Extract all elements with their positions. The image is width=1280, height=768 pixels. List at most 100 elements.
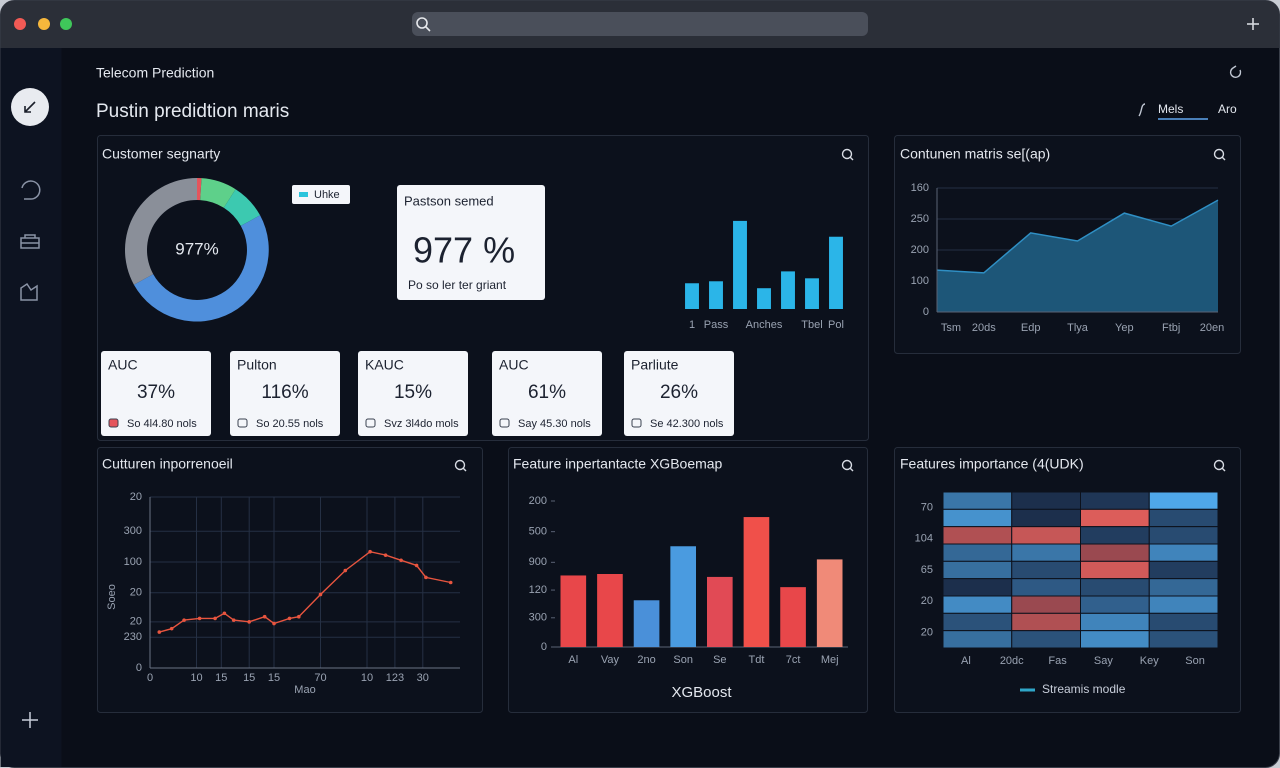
bar: [706, 576, 733, 647]
panel-search-icon[interactable]: [841, 459, 854, 472]
donut-segment: [133, 215, 269, 322]
line-point: [231, 618, 236, 622]
heatmap-cell: [1080, 491, 1150, 510]
line-point: [448, 580, 453, 585]
legend-swatch: [299, 192, 308, 197]
x-tick-label: 2no: [637, 654, 655, 666]
kpi-card: [101, 351, 211, 436]
heatmap-cell: [1148, 630, 1219, 649]
line-point: [157, 630, 162, 634]
highlight-note: Po so ler ter griant: [408, 278, 507, 292]
bar: [816, 559, 843, 647]
x-tick-label: Yep: [1115, 322, 1134, 334]
legend-label: Uhke: [314, 189, 340, 201]
add-button[interactable]: [22, 712, 38, 728]
y-tick-label: 0: [541, 641, 547, 653]
y-tick-label: 100: [911, 275, 929, 287]
x-tick-label: Tdt: [748, 654, 764, 666]
heatmap-cell: [1080, 560, 1150, 580]
heatmap-cell: [1080, 508, 1150, 528]
search-icon: [416, 17, 431, 32]
bar: [670, 546, 697, 647]
x-axis-label: XGBoost: [671, 684, 732, 701]
x-tick-label: 20ds: [972, 322, 996, 334]
maximize-button[interactable]: [60, 18, 72, 30]
x-tick-label: 123: [386, 672, 404, 684]
heatmap-cell: [942, 630, 1013, 649]
heatmap-cell: [1148, 491, 1219, 510]
x-tick-label: 15: [215, 672, 227, 684]
panel-search-icon[interactable]: [454, 459, 467, 472]
kpi-note: Say 45.30 nols: [518, 418, 591, 430]
kpi-card: [492, 351, 602, 436]
heatmap-cell: [1011, 491, 1081, 510]
bar: [780, 587, 806, 647]
panel-search-icon[interactable]: [1213, 459, 1226, 472]
kpi-card: [358, 351, 468, 436]
line-point: [262, 614, 267, 619]
panel-title: Cutturen inporrenoeil: [102, 456, 233, 472]
heatmap-cell: [1011, 508, 1081, 528]
x-tick-label: 20dc: [1000, 655, 1024, 667]
tab[interactable]: Mels: [1158, 102, 1183, 116]
legend-label: Streamis modle: [1042, 682, 1126, 696]
x-tick-label: Say: [1094, 655, 1113, 667]
nav-icon[interactable]: [20, 234, 40, 249]
panel-search-icon[interactable]: [841, 148, 854, 161]
panel: [97, 447, 483, 713]
kpi-label: AUC: [108, 357, 138, 373]
heatmap-cell: [942, 578, 1013, 597]
heatmap-cell: [1148, 612, 1219, 632]
area: [937, 200, 1218, 312]
panel-title: Feature inpertantacte XGBoemap: [513, 456, 723, 472]
tab[interactable]: Aro: [1218, 102, 1237, 116]
x-tick-label: Key: [1140, 655, 1159, 667]
line-point: [424, 575, 428, 580]
bar: [805, 278, 819, 309]
kpi-value: 37%: [137, 382, 175, 403]
y-tick-label: 200: [529, 495, 547, 507]
panel-title: Customer segnarty: [102, 146, 220, 162]
heatmap-cell: [1080, 526, 1150, 545]
x-tick-label: Vay: [601, 654, 620, 666]
x-tick-label: Edp: [1021, 322, 1041, 334]
kpi-label: Pulton: [237, 357, 277, 373]
kpi-icon: [499, 418, 510, 428]
nav-icon[interactable]: [20, 282, 38, 301]
search-bar[interactable]: [412, 12, 868, 36]
bar: [829, 236, 843, 309]
refresh-icon[interactable]: [1229, 65, 1242, 78]
panel-search-icon[interactable]: [1213, 148, 1226, 161]
heatmap-cell: [1148, 595, 1219, 614]
highlight-value: 977 %: [413, 230, 515, 271]
line-point: [247, 620, 251, 624]
kpi-icon: [631, 418, 642, 428]
nav-icon[interactable]: [21, 180, 41, 200]
x-tick-label: 30: [417, 672, 429, 684]
close-button[interactable]: [14, 18, 26, 30]
x-tick-label: Tlya: [1067, 322, 1089, 334]
kpi-card: [624, 351, 734, 436]
new-tab-button[interactable]: [1247, 18, 1259, 30]
heatmap-cell: [942, 526, 1013, 545]
x-tick-label: Fas: [1048, 655, 1067, 667]
y-tick-label: 200: [911, 244, 929, 256]
x-tick-label: Son: [673, 654, 693, 666]
heatmap-cell: [1148, 526, 1219, 545]
bar: [560, 575, 587, 647]
back-icon: [24, 101, 36, 113]
y-tick-label: 230: [124, 631, 142, 643]
bar: [597, 574, 623, 647]
heatmap-cell: [942, 595, 1013, 614]
minimize-button[interactable]: [38, 18, 50, 30]
y-tick-label: 65: [921, 564, 933, 576]
kpi-card: [230, 351, 340, 436]
x-tick-label: Son: [1185, 655, 1205, 667]
heatmap-cell: [1148, 578, 1219, 597]
x-tick-label: Pass: [704, 319, 729, 331]
panel-title: Contunen matris se[(ap): [900, 146, 1050, 162]
line-point: [182, 618, 186, 622]
x-tick-label: Anches: [746, 319, 783, 331]
line-point: [318, 592, 323, 597]
